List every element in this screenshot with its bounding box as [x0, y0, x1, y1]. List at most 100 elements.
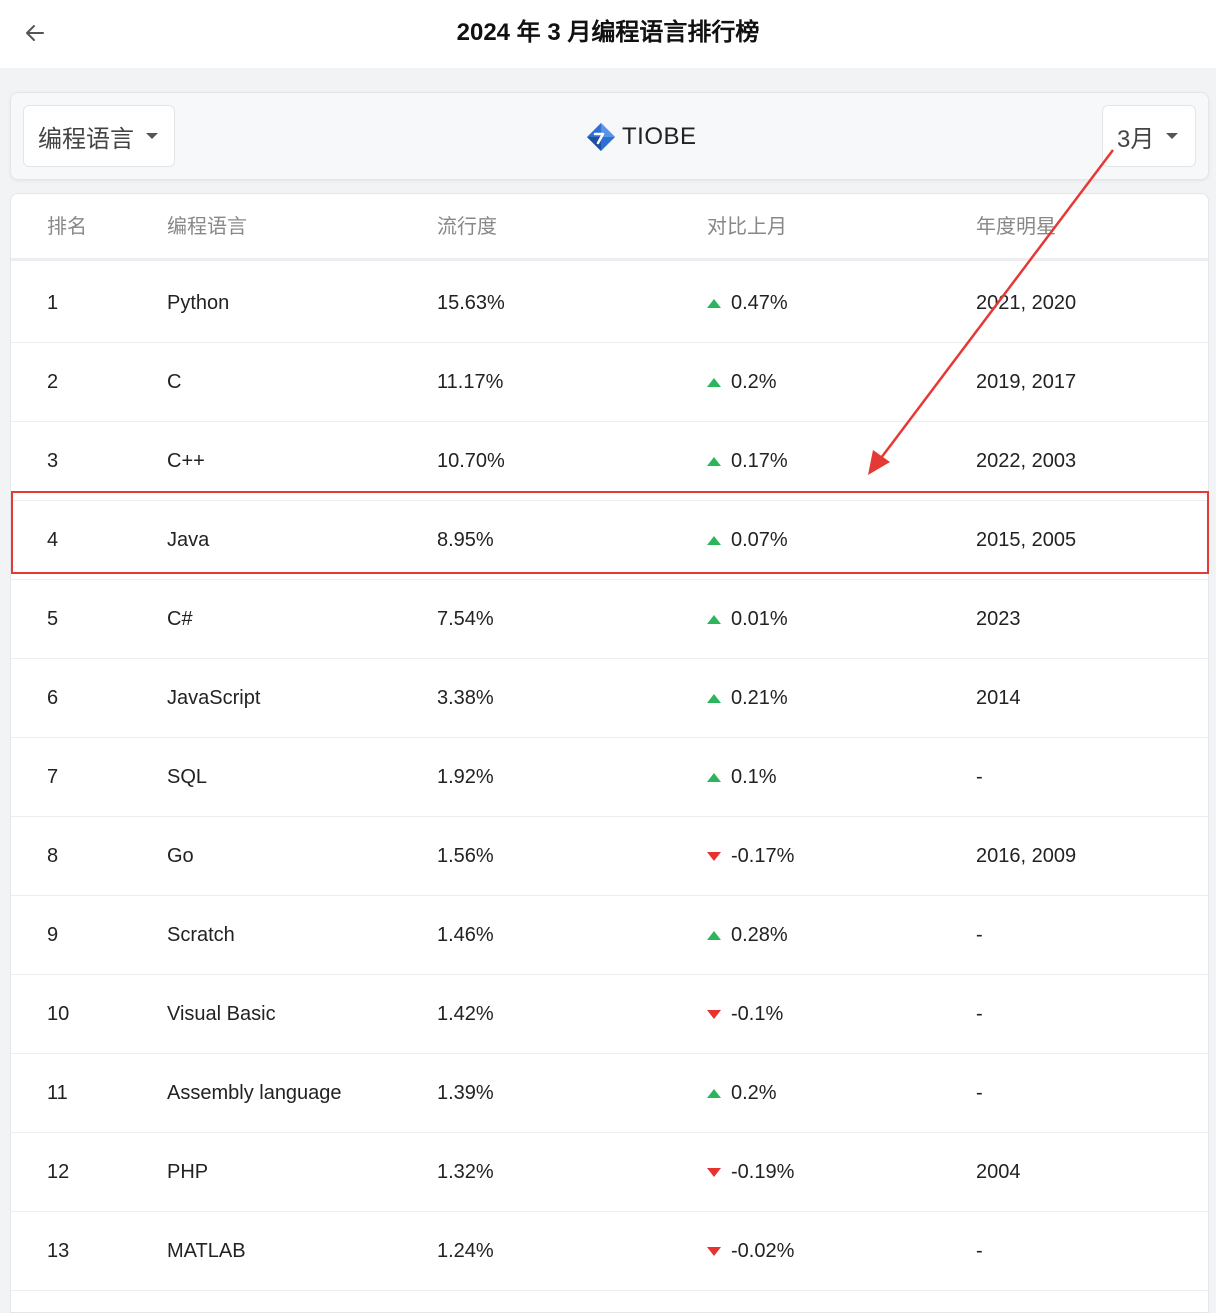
language-cell: Scratch: [167, 924, 235, 946]
popularity-cell: 15.63%: [437, 292, 505, 314]
column-header-change[interactable]: 对比上月: [707, 216, 787, 238]
change-value: 0.17%: [731, 450, 788, 472]
star-year-cell: -: [976, 1082, 983, 1104]
column-header-language[interactable]: 编程语言: [167, 216, 247, 238]
change-cell: 0.2%: [707, 1054, 777, 1133]
page-title: 2024 年 3 月编程语言排行榜: [456, 19, 760, 46]
rank-cell: 8: [47, 845, 59, 867]
popularity-cell: 7.54%: [437, 608, 494, 630]
popularity-cell: 1.56%: [437, 845, 494, 867]
change-cell: 0.07%: [707, 501, 788, 580]
triangle-down-icon: [707, 852, 721, 861]
table-row[interactable]: 3 C++ 10.70% 0.17% 2022, 2003: [11, 422, 1208, 501]
arrow-left-icon: [26, 25, 44, 41]
rank-cell: 10: [47, 1003, 70, 1025]
language-cell: MATLAB: [167, 1240, 246, 1262]
change-cell: 0.21%: [707, 659, 788, 738]
filter-bar: 编程语言 TIOBE 3月: [10, 92, 1209, 180]
rank-cell: 2: [47, 371, 59, 393]
change-value: 0.1%: [731, 766, 777, 788]
star-year-cell: 2014: [976, 687, 1021, 709]
table-header: 排名 编程语言 流行度 对比上月 年度明星: [11, 194, 1208, 261]
brand: TIOBE: [586, 121, 697, 153]
triangle-up-icon: [707, 773, 721, 782]
change-cell: 0.28%: [707, 896, 788, 975]
rank-cell: 13: [47, 1240, 70, 1262]
language-dropdown[interactable]: 编程语言: [23, 105, 175, 167]
language-cell: SQL: [167, 766, 208, 788]
rank-cell: 4: [47, 529, 59, 551]
rank-cell: 7: [47, 766, 59, 788]
column-header-popularity[interactable]: 流行度: [437, 216, 497, 238]
table-row[interactable]: 12 PHP 1.32% -0.19% 2004: [11, 1133, 1208, 1212]
language-cell: Python: [167, 292, 230, 314]
triangle-up-icon: [707, 457, 721, 466]
popularity-cell: 1.92%: [437, 766, 494, 788]
star-year-cell: -: [976, 924, 983, 946]
column-header-rank[interactable]: 排名: [47, 216, 87, 238]
change-cell: -0.19%: [707, 1133, 794, 1212]
triangle-down-icon: [707, 1168, 721, 1177]
rank-cell: 11: [47, 1082, 68, 1104]
language-cell: Visual Basic: [167, 1003, 276, 1025]
table-row[interactable]: 4 Java 8.95% 0.07% 2015, 2005: [11, 501, 1208, 580]
change-value: -0.17%: [731, 845, 795, 867]
star-year-cell: 2022, 2003: [976, 450, 1077, 472]
change-value: -0.19%: [731, 1161, 795, 1183]
star-year-cell: 2015, 2005: [976, 529, 1077, 551]
triangle-up-icon: [707, 694, 721, 703]
table-row[interactable]: 11 Assembly language 1.39% 0.2% -: [11, 1054, 1208, 1133]
change-value: 0.01%: [731, 608, 788, 630]
table-row[interactable]: 9 Scratch 1.46% 0.28% -: [11, 896, 1208, 975]
language-dropdown-label: 编程语言: [38, 125, 134, 153]
table-row[interactable]: 8 Go 1.56% -0.17% 2016, 2009: [11, 817, 1208, 896]
change-value: 0.07%: [731, 529, 788, 551]
triangle-up-icon: [707, 536, 721, 545]
language-cell: C++: [167, 450, 205, 472]
table-row[interactable]: 10 Visual Basic 1.42% -0.1% -: [11, 975, 1208, 1054]
popularity-cell: 1.42%: [437, 1003, 494, 1025]
star-year-cell: 2004: [976, 1161, 1021, 1183]
language-cell: Java: [167, 529, 210, 551]
table-row[interactable]: 2 C 11.17% 0.2% 2019, 2017: [11, 343, 1208, 422]
change-value: 0.2%: [731, 1082, 777, 1104]
table-row[interactable]: 7 SQL 1.92% 0.1% -: [11, 738, 1208, 817]
month-dropdown-label: 3月: [1117, 125, 1155, 153]
change-value: 0.28%: [731, 924, 788, 946]
star-year-cell: -: [976, 1240, 983, 1262]
change-value: -0.02%: [731, 1240, 795, 1262]
change-value: 0.47%: [731, 292, 788, 314]
popularity-cell: 1.46%: [437, 924, 494, 946]
star-year-cell: 2019, 2017: [976, 371, 1077, 393]
popularity-cell: 8.95%: [437, 529, 494, 551]
rank-cell: 6: [47, 687, 59, 709]
language-cell: Assembly language: [167, 1082, 342, 1104]
month-dropdown[interactable]: 3月: [1102, 105, 1196, 167]
back-button[interactable]: [18, 16, 52, 50]
star-year-cell: 2021, 2020: [976, 292, 1077, 314]
popularity-cell: 1.32%: [437, 1161, 494, 1183]
rank-cell: 12: [47, 1161, 70, 1183]
star-year-cell: -: [976, 1003, 983, 1025]
language-cell: C: [167, 371, 182, 393]
change-value: 0.2%: [731, 371, 777, 393]
triangle-up-icon: [707, 378, 721, 387]
column-header-star[interactable]: 年度明星: [976, 216, 1056, 238]
change-value: 0.21%: [731, 687, 788, 709]
table-row[interactable]: 5 C# 7.54% 0.01% 2023: [11, 580, 1208, 659]
caret-down-icon: [146, 133, 158, 139]
change-cell: -0.17%: [707, 817, 794, 896]
change-cell: -0.1%: [707, 975, 783, 1054]
language-cell: JavaScript: [167, 687, 261, 709]
popularity-cell: 11.17%: [437, 371, 504, 393]
table-row[interactable]: 13 MATLAB 1.24% -0.02% -: [11, 1212, 1208, 1291]
change-cell: -0.02%: [707, 1212, 794, 1291]
popularity-cell: 10.70%: [437, 450, 505, 472]
rank-cell: 1: [47, 292, 59, 314]
change-cell: 0.1%: [707, 738, 777, 817]
rank-cell: 9: [47, 924, 59, 946]
table-row[interactable]: 6 JavaScript 3.38% 0.21% 2014: [11, 659, 1208, 738]
triangle-up-icon: [707, 299, 721, 308]
table-row[interactable]: 1 Python 15.63% 0.47% 2021, 2020: [11, 264, 1208, 343]
triangle-up-icon: [707, 1089, 721, 1098]
